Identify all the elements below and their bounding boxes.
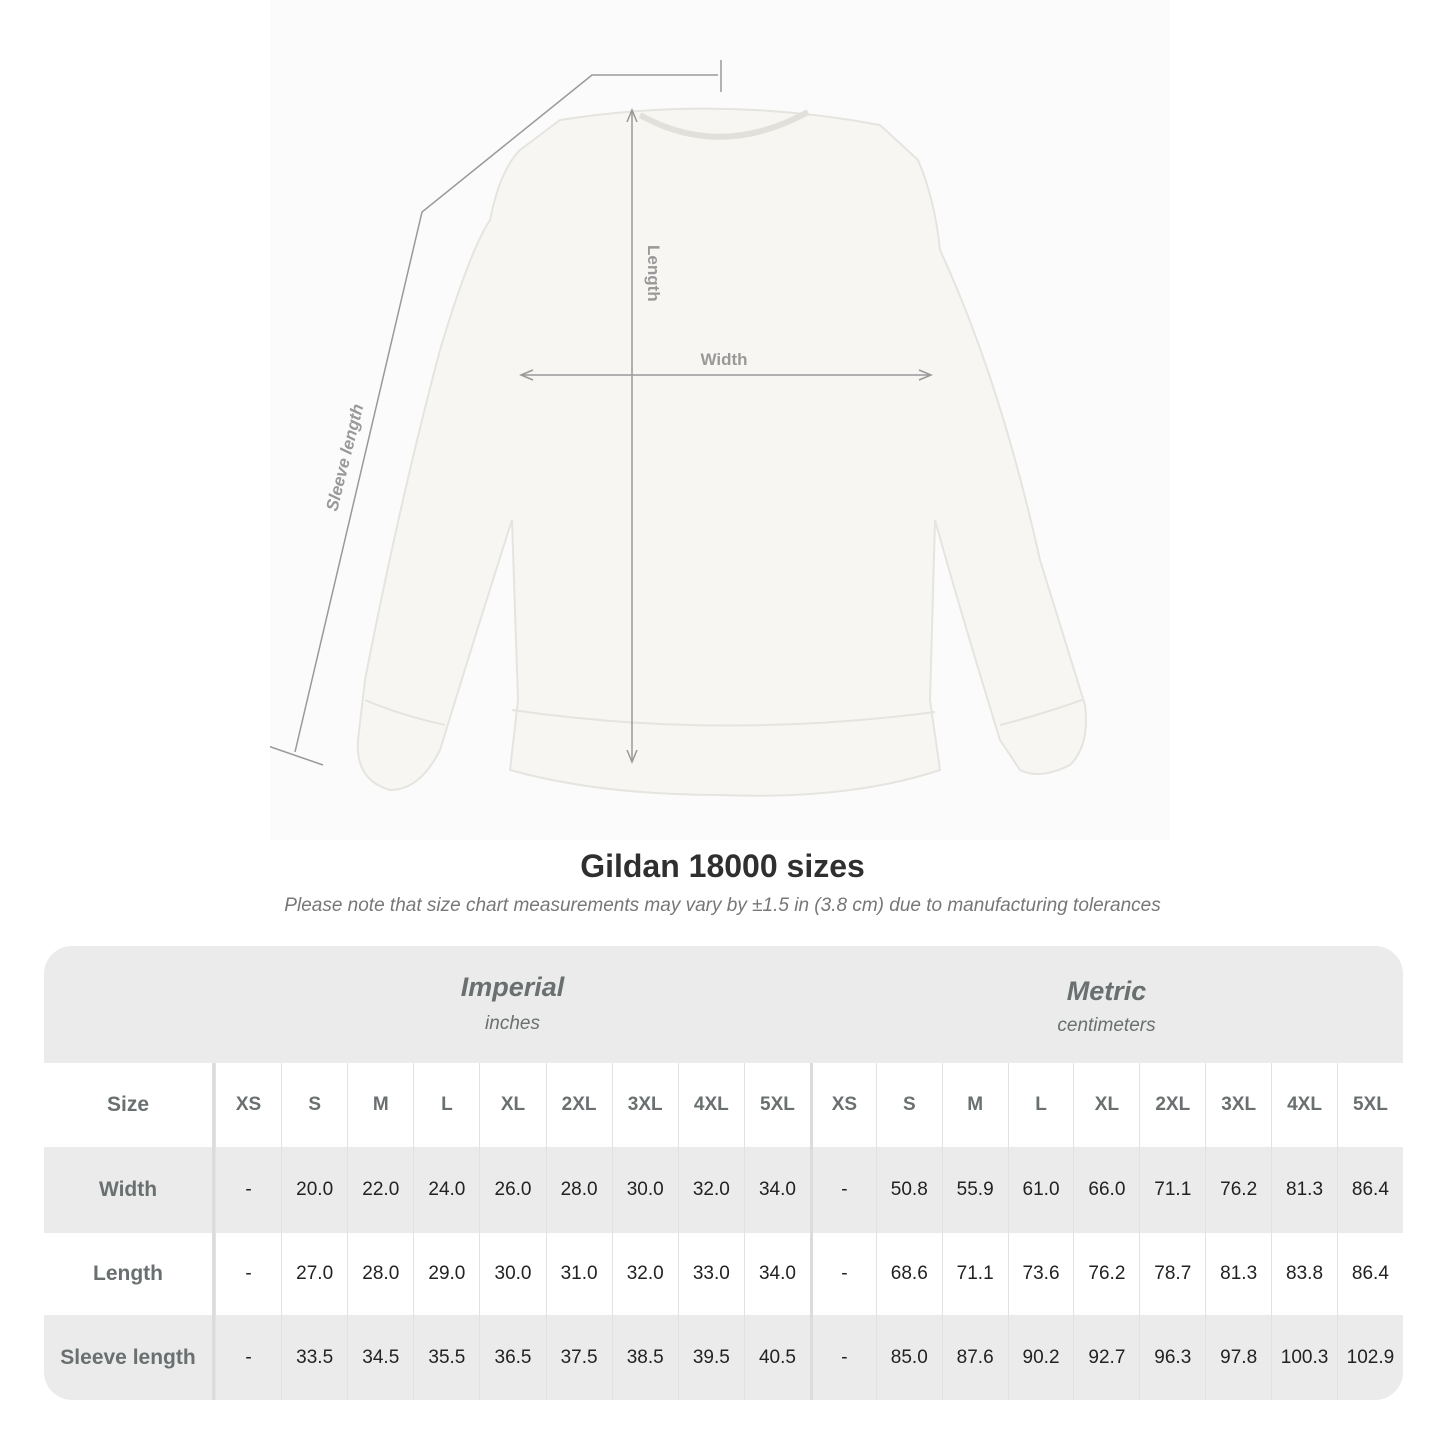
tolerance-note: Please note that size chart measurements…: [284, 895, 1161, 916]
imperial-cell: 30.0: [611, 1147, 678, 1233]
metric-cell: 102.9: [1336, 1315, 1403, 1400]
width-label: Width: [700, 350, 747, 369]
imperial-cell: XS: [215, 1063, 281, 1147]
sweatshirt-image: [356, 107, 1087, 797]
imperial-cell: 26.0: [479, 1147, 545, 1233]
metric-cell: 83.8: [1271, 1233, 1337, 1315]
imperial-cell: 32.0: [677, 1147, 744, 1233]
width-dimension-line: [519, 369, 933, 381]
imperial-cell: -: [215, 1233, 281, 1315]
metric-cell: 92.7: [1073, 1315, 1139, 1400]
metric-cell: 85.0: [875, 1315, 942, 1400]
imperial-cell: -: [215, 1315, 281, 1400]
imperial-cell: 33.0: [677, 1233, 744, 1315]
imperial-cell: 33.5: [281, 1315, 347, 1400]
imperial-cell: 4XL: [677, 1063, 744, 1147]
imperial-cell: 34.5: [347, 1315, 413, 1400]
imperial-cell: 29.0: [413, 1233, 479, 1315]
metric-cell: 86.4: [1336, 1147, 1403, 1233]
imperial-cell: 31.0: [545, 1233, 612, 1315]
metric-cell: S: [875, 1063, 942, 1147]
metric-cell: 81.3: [1205, 1233, 1271, 1315]
metric-cell: 73.6: [1007, 1233, 1074, 1315]
imperial-cell: 22.0: [347, 1147, 413, 1233]
imperial-cell: 40.5: [743, 1315, 810, 1400]
metric-cell: XS: [809, 1063, 876, 1147]
length-label: Length: [644, 245, 663, 302]
metric-unit: centimeters: [1057, 1015, 1156, 1036]
length-dimension-line: [626, 108, 638, 764]
imperial-unit: inches: [485, 1013, 540, 1034]
table-row: Width -20.0 22.0 24.0 26.0 28.0 30.0 32.0 34.0-5…: [44, 1147, 1403, 1233]
imperial-cell: 5XL: [743, 1063, 810, 1147]
metric-cell: 71.1: [941, 1233, 1008, 1315]
imperial-cell: 27.0: [281, 1233, 347, 1315]
metric-cell: 3XL: [1205, 1063, 1271, 1147]
imperial-title: Imperial: [460, 972, 565, 1002]
metric-cell: 71.1: [1139, 1147, 1205, 1233]
imperial-cell: 37.5: [545, 1315, 612, 1400]
metric-cell: 4XL: [1271, 1063, 1337, 1147]
metric-cell: 97.8: [1205, 1315, 1271, 1400]
table-row: Length -27.0 28.0 29.0 30.0 31.0 32.0 33.0 34.0-…: [44, 1233, 1403, 1315]
metric-cell: 87.6: [941, 1315, 1008, 1400]
table-row: Sleeve length -33.5 34.5 35.5 36.5 37.5 38.5 39…: [44, 1315, 1403, 1400]
metric-cell: -: [809, 1147, 876, 1233]
metric-cell: XL: [1073, 1063, 1139, 1147]
imperial-cell: -: [215, 1147, 281, 1233]
imperial-cell: 28.0: [347, 1233, 413, 1315]
metric-title: Metric: [1066, 976, 1147, 1006]
sleeve-dimension-line: [270, 60, 722, 766]
row-label: Length: [44, 1233, 215, 1315]
size-header-row: Size XS S M L XL 2XL 3XL 4XL 5XL XS S M L XL 2XL 3XL 4XL 5…: [44, 1063, 1403, 1147]
imperial-cell: 20.0: [281, 1147, 347, 1233]
imperial-cell: 34.0: [743, 1233, 810, 1315]
row-label: Width: [44, 1147, 215, 1233]
metric-cell: 66.0: [1073, 1147, 1139, 1233]
metric-cell: 68.6: [875, 1233, 942, 1315]
imperial-cell: M: [347, 1063, 413, 1147]
metric-cell: 81.3: [1271, 1147, 1337, 1233]
imperial-cell: XL: [479, 1063, 545, 1147]
metric-cell: -: [809, 1233, 876, 1315]
imperial-cell: 3XL: [611, 1063, 678, 1147]
row-label: Size: [44, 1063, 215, 1147]
page-title: Gildan 18000 sizes: [580, 848, 865, 884]
sweatshirt-measurement-diagram: Length Width Sleeve length: [270, 0, 1170, 840]
imperial-cell: 30.0: [479, 1233, 545, 1315]
metric-cell: 5XL: [1336, 1063, 1403, 1147]
imperial-cell: 39.5: [677, 1315, 744, 1400]
metric-cell: 90.2: [1007, 1315, 1074, 1400]
metric-cell: -: [809, 1315, 876, 1400]
metric-cell: 96.3: [1139, 1315, 1205, 1400]
imperial-cell: 24.0: [413, 1147, 479, 1233]
imperial-cell: 35.5: [413, 1315, 479, 1400]
imperial-cell: 36.5: [479, 1315, 545, 1400]
imperial-cell: 38.5: [611, 1315, 678, 1400]
imperial-cell: 34.0: [743, 1147, 810, 1233]
metric-cell: L: [1007, 1063, 1074, 1147]
imperial-cell: 2XL: [545, 1063, 612, 1147]
imperial-header: Imperial inches: [215, 946, 810, 1063]
metric-cell: 100.3: [1271, 1315, 1337, 1400]
imperial-cell: S: [281, 1063, 347, 1147]
size-table: Imperial inches Metric centimeters Size X…: [44, 946, 1403, 1400]
metric-cell: 50.8: [875, 1147, 942, 1233]
metric-cell: 78.7: [1139, 1233, 1205, 1315]
imperial-cell: 28.0: [545, 1147, 612, 1233]
metric-cell: 76.2: [1205, 1147, 1271, 1233]
metric-cell: M: [941, 1063, 1008, 1147]
metric-header: Metric centimeters: [810, 946, 1403, 1063]
metric-cell: 86.4: [1336, 1233, 1403, 1315]
row-label: Sleeve length: [44, 1315, 215, 1400]
metric-cell: 2XL: [1139, 1063, 1205, 1147]
metric-cell: 61.0: [1007, 1147, 1074, 1233]
metric-cell: 55.9: [941, 1147, 1008, 1233]
imperial-cell: 32.0: [611, 1233, 678, 1315]
imperial-cell: L: [413, 1063, 479, 1147]
metric-cell: 76.2: [1073, 1233, 1139, 1315]
